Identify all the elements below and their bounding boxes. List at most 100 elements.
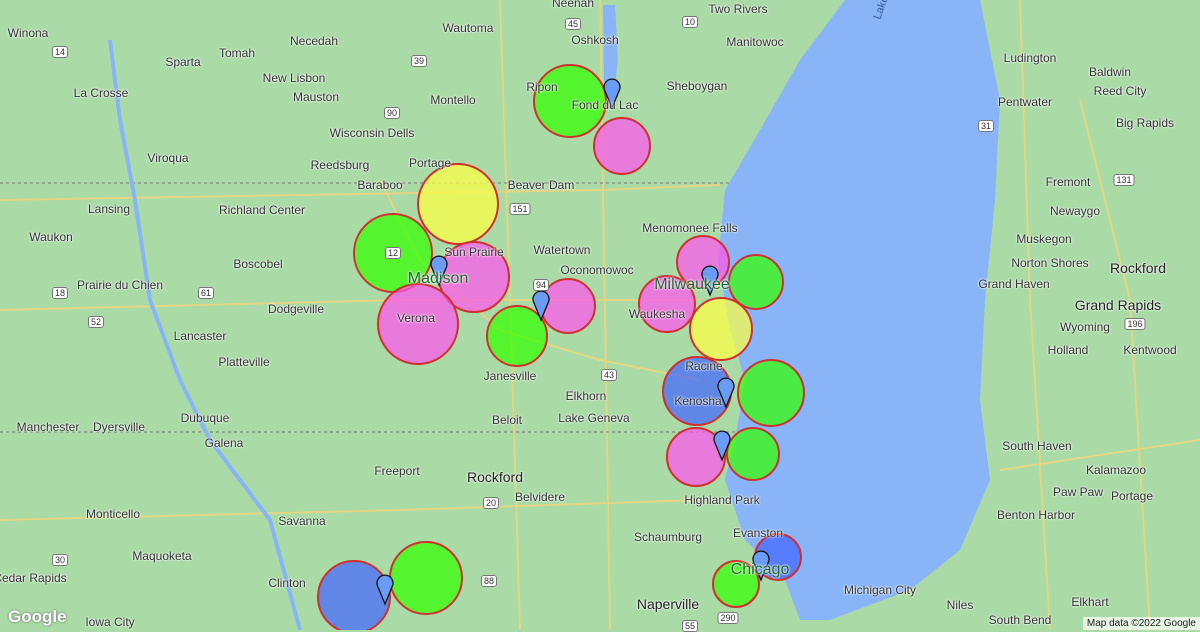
map-marker-icon[interactable] [752, 550, 770, 582]
data-circle[interactable] [726, 427, 780, 481]
highway-shield: 151 [509, 203, 531, 215]
highway-shield: 55 [681, 620, 699, 632]
place-label: Pentwater [997, 95, 1053, 109]
lake-michigan [718, 0, 1000, 620]
data-circle[interactable] [486, 305, 548, 367]
place-label: Wisconsin Dells [329, 126, 415, 140]
place-label: Lancaster [173, 329, 227, 343]
place-label: Rockford [466, 469, 524, 485]
map-marker-icon[interactable] [532, 290, 550, 322]
place-label: Reed City [1093, 84, 1147, 98]
place-label: Boscobel [233, 257, 283, 271]
place-label: Portage [408, 156, 452, 170]
map-marker-icon[interactable] [376, 574, 394, 606]
place-label: Prairie du Chien [76, 278, 164, 292]
place-label: Evanston [732, 526, 784, 540]
place-label: Lake Geneva [558, 411, 630, 425]
map-marker-icon[interactable] [603, 78, 621, 110]
highway-shield: 52 [87, 316, 105, 328]
place-label: Necedah [289, 34, 339, 48]
data-circle[interactable] [389, 541, 463, 615]
road [1019, 0, 1051, 630]
place-label: Cedar Rapids [0, 571, 67, 585]
road [999, 439, 1200, 471]
place-label: Baraboo [357, 178, 403, 192]
place-label: Racine [685, 359, 723, 373]
place-label: Milwaukee [654, 276, 730, 293]
data-circle[interactable] [533, 64, 607, 138]
map-marker-icon[interactable] [430, 255, 448, 287]
place-label: Ripon [526, 80, 558, 94]
place-label: Clinton [268, 576, 306, 590]
place-label: Iowa City [85, 615, 135, 629]
place-label: Benton Harbor [996, 508, 1076, 522]
highway-shield: 12 [384, 247, 402, 259]
data-circle[interactable] [417, 163, 499, 245]
data-circle[interactable] [666, 427, 726, 487]
place-label: Elkhorn [565, 389, 607, 403]
highway-shield: 20 [482, 497, 500, 509]
data-circle[interactable] [712, 560, 760, 608]
place-label: Monticello [85, 507, 141, 521]
map-attribution[interactable]: Map data ©2022 Google [1082, 617, 1200, 630]
place-label: Niles [946, 598, 974, 612]
place-label: Savanna [278, 514, 326, 528]
mississippi-river [108, 39, 302, 630]
place-label: Sparta [165, 55, 201, 69]
place-label: South Bend [988, 613, 1052, 627]
place-label: Platteville [218, 355, 270, 369]
road [499, 0, 521, 630]
place-label: Elkhart [1071, 595, 1109, 609]
place-label: South Haven [1002, 439, 1072, 453]
data-circle[interactable] [689, 297, 753, 361]
highway-shield: 30 [51, 554, 69, 566]
place-label: Dodgeville [267, 302, 325, 316]
map-marker-icon[interactable] [717, 377, 735, 409]
place-label: Dyersville [92, 420, 146, 434]
highway-shield: 14 [51, 46, 69, 58]
place-label: Sun Prairie [444, 245, 504, 259]
place-label: Chicago [730, 561, 790, 578]
highway-shield: 196 [1124, 318, 1146, 330]
place-label: Baldwin [1088, 65, 1132, 79]
place-label: Sheboygan [666, 79, 728, 93]
data-circle[interactable] [638, 275, 696, 333]
place-label: New Lisbon [262, 71, 326, 85]
data-circle[interactable] [593, 117, 651, 175]
highway-shield: 18 [51, 287, 69, 299]
highway-shield: 43 [600, 369, 618, 381]
place-label: Montello [430, 93, 476, 107]
map-marker-icon[interactable] [701, 265, 719, 297]
place-label: Madison [407, 270, 469, 287]
map-marker-icon[interactable] [713, 430, 731, 462]
data-circle[interactable] [317, 560, 391, 630]
data-circle[interactable] [737, 359, 805, 427]
highway-shield: 131 [1113, 174, 1135, 186]
place-label: Kenosha [674, 394, 722, 408]
place-label: Manchester [16, 420, 80, 434]
place-label: Big Rapids [1115, 116, 1175, 130]
place-label: Waukesha [628, 307, 686, 321]
place-label: Tomah [218, 46, 256, 60]
place-label: Wautoma [442, 21, 494, 35]
place-label: Muskegon [1016, 232, 1072, 246]
road [0, 499, 701, 521]
place-label: Oconomowoc [560, 263, 634, 277]
data-circle[interactable] [377, 283, 459, 365]
place-label: Dubuque [180, 411, 230, 425]
place-label: Michigan City [843, 583, 917, 597]
highway-shield: 290 [717, 612, 739, 624]
place-label: Viroqua [147, 151, 189, 165]
data-circle[interactable] [540, 278, 596, 334]
google-logo: Google [8, 607, 67, 626]
place-label: Fremont [1045, 175, 1091, 189]
place-label: Rockford [1109, 260, 1167, 276]
place-label: Highland Park [684, 493, 760, 507]
highway-shield: 61 [197, 287, 215, 299]
data-circle[interactable] [728, 254, 784, 310]
place-label: Lansing [87, 202, 131, 216]
place-label: Winona [7, 26, 49, 40]
place-label: Richland Center [218, 203, 306, 217]
place-label: Paw Paw [1052, 485, 1104, 499]
